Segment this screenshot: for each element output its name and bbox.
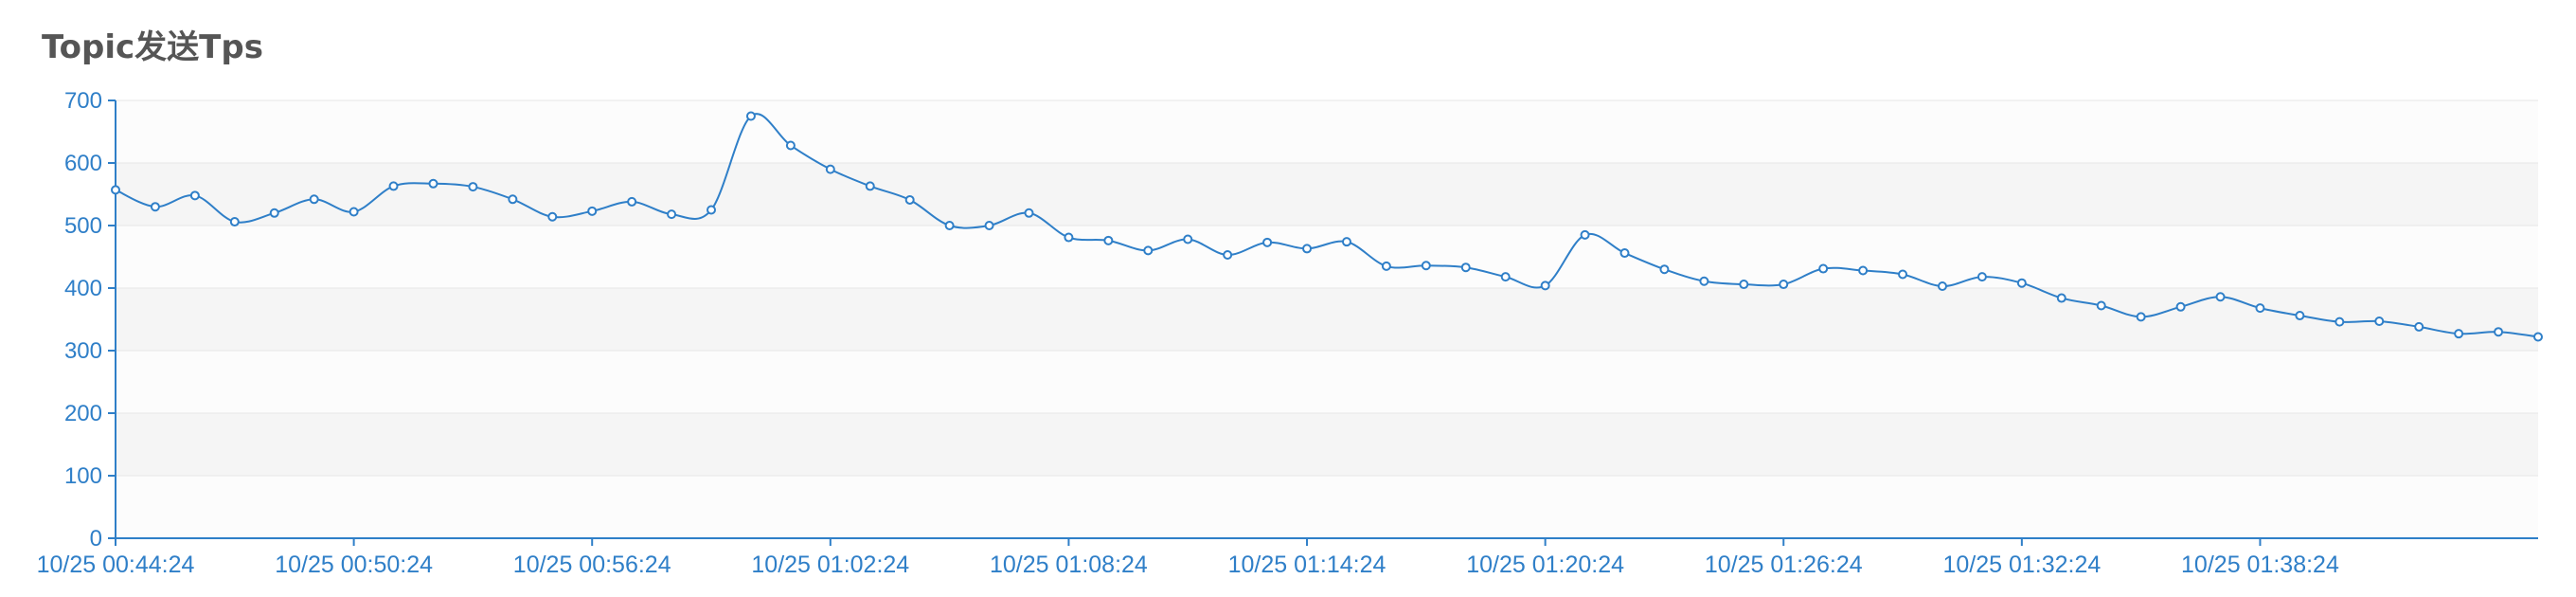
data-point [1779, 280, 1789, 290]
data-point [2136, 312, 2146, 322]
data-point [1739, 280, 1749, 290]
grid-band [116, 163, 2538, 226]
y-tick-label: 700 [64, 88, 102, 114]
grid-band [116, 100, 2538, 163]
data-point [904, 194, 915, 205]
x-tick-label: 10/25 01:20:24 [1466, 552, 1624, 578]
data-point [587, 206, 598, 216]
y-tick-label: 500 [64, 213, 102, 239]
data-point [2056, 293, 2066, 303]
data-point [865, 181, 875, 191]
data-point [1341, 237, 1351, 247]
data-point [111, 185, 120, 195]
data-point [1223, 250, 1233, 261]
data-point [1659, 264, 1670, 275]
data-point [2494, 327, 2504, 337]
data-point [1024, 208, 1034, 218]
data-point [1937, 281, 1947, 292]
data-point [984, 221, 994, 230]
data-point [1500, 272, 1511, 282]
data-point [1699, 276, 1709, 286]
y-tick-label: 600 [64, 151, 102, 176]
data-point [1143, 245, 1154, 256]
chart-title: Topic发送Tps [42, 28, 263, 66]
data-point [1064, 232, 1074, 243]
grid-band [116, 476, 2538, 538]
data-point [2454, 329, 2464, 339]
data-point [2215, 292, 2226, 302]
data-point [1381, 261, 1391, 271]
y-tick-label: 300 [64, 338, 102, 364]
data-point [1977, 272, 1987, 282]
data-point [785, 140, 796, 151]
data-point [667, 209, 677, 220]
data-point [745, 111, 756, 121]
data-point [1421, 261, 1431, 271]
data-point [269, 208, 279, 218]
data-point [1183, 234, 1193, 244]
data-point [189, 190, 200, 201]
data-point [825, 164, 835, 174]
data-point [2016, 278, 2027, 288]
grid-band [116, 288, 2538, 351]
data-point [2334, 317, 2345, 327]
y-tick-label: 400 [64, 276, 102, 301]
x-tick-label: 10/25 01:14:24 [1228, 552, 1386, 578]
x-tick-label: 10/25 00:56:24 [513, 552, 671, 578]
x-tick-label: 10/25 00:50:24 [275, 552, 433, 578]
x-tick-label: 10/25 01:26:24 [1705, 552, 1863, 578]
data-point [1858, 265, 1869, 276]
x-tick-label: 10/25 01:32:24 [1942, 552, 2101, 578]
data-point [707, 205, 717, 215]
data-point [150, 202, 160, 212]
data-point [1580, 229, 1590, 240]
data-point [428, 178, 438, 189]
data-point [1460, 262, 1471, 273]
data-point [2096, 300, 2106, 311]
y-tick-label: 0 [90, 526, 102, 552]
data-point [1262, 237, 1273, 247]
grid-band [116, 226, 2538, 288]
data-point [309, 194, 319, 205]
data-point [349, 207, 359, 217]
data-point [1898, 269, 1908, 280]
data-point [468, 182, 478, 192]
x-tick-label: 10/25 01:08:24 [990, 552, 1148, 578]
data-point [1540, 280, 1550, 291]
data-point [1302, 244, 1313, 254]
x-tick-label: 10/25 00:44:24 [37, 552, 195, 578]
grid-band [116, 351, 2538, 413]
data-point [2175, 301, 2186, 312]
y-tick-label: 200 [64, 401, 102, 426]
data-point [1103, 235, 1114, 245]
data-point [2374, 316, 2385, 326]
data-point [627, 196, 637, 207]
data-point [1619, 248, 1630, 259]
data-point [2533, 332, 2543, 342]
data-point [508, 194, 518, 205]
data-point [2295, 311, 2305, 321]
data-point [388, 181, 399, 191]
grid-band [116, 413, 2538, 476]
data-point [2414, 321, 2424, 332]
data-point [229, 217, 240, 227]
data-point [1818, 263, 1829, 274]
y-tick-label: 100 [64, 463, 102, 489]
x-tick-label: 10/25 01:02:24 [751, 552, 909, 578]
series-line [115, 113, 2539, 338]
data-point [547, 211, 558, 222]
data-point [2255, 303, 2265, 314]
x-tick-label: 10/25 01:38:24 [2181, 552, 2339, 578]
data-point [944, 221, 955, 230]
